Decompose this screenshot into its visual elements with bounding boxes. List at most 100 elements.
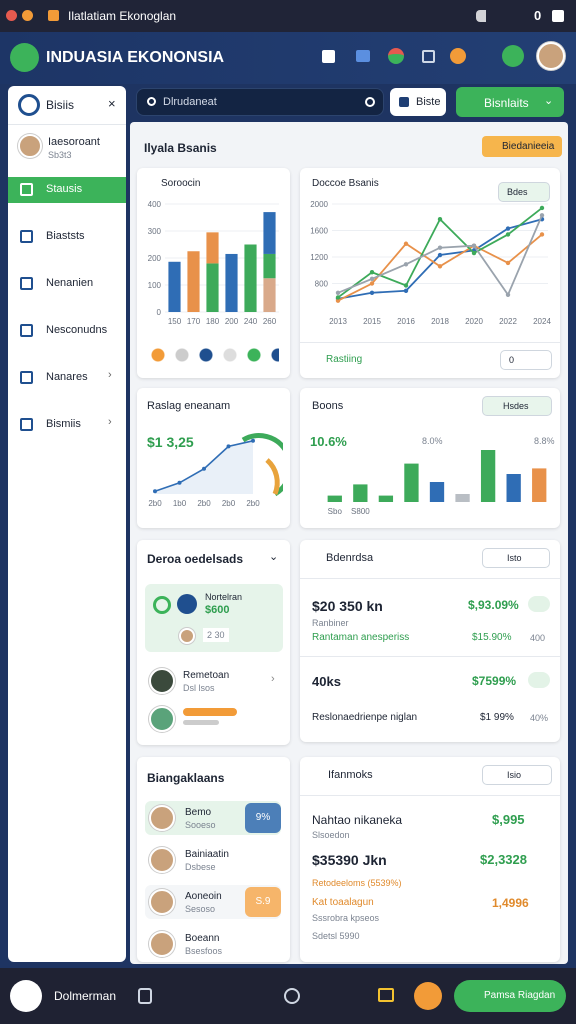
x-tick-label: 2020 — [465, 317, 483, 326]
menu-item: Biaststs — [46, 230, 85, 242]
dropdown[interactable]: Isio — [482, 765, 552, 785]
menu-item: Stausis — [46, 183, 83, 195]
avatar — [149, 805, 175, 831]
search-icon — [365, 97, 375, 107]
icon[interactable] — [284, 988, 300, 1004]
logo — [18, 94, 40, 116]
chip — [528, 672, 550, 688]
y-tick-label: 100 — [148, 281, 162, 290]
os-bar: Ilatlatiam Ekonoglan 0 — [0, 0, 576, 32]
avatar[interactable] — [537, 42, 565, 70]
bar-segment — [263, 212, 276, 254]
icon[interactable] — [322, 50, 335, 63]
icon[interactable] — [378, 988, 394, 1002]
dropdown[interactable]: Bdes — [498, 182, 550, 202]
home-button[interactable] — [10, 980, 42, 1012]
icon[interactable] — [450, 48, 466, 64]
card-title: Boons — [312, 400, 344, 412]
bar — [455, 494, 470, 502]
close[interactable] — [552, 10, 564, 22]
button-label: Bisnlaits — [484, 96, 529, 110]
icon[interactable] — [138, 988, 152, 1004]
profile-name: Iaesoroant — [48, 136, 100, 148]
bar-chart: Sbo S800 — [327, 450, 547, 516]
detail-line-sub: Sssrobra kpseos — [312, 913, 380, 923]
avatar — [179, 628, 195, 644]
card: Soroocin 0 100 200 300 400 150 170 180 200 240 260 — [137, 168, 290, 378]
chip: 2 30 — [203, 628, 229, 642]
menu-icon — [20, 183, 33, 196]
detail-line: Kat toaalagun — [312, 897, 374, 908]
highlight: Nortelran $600 2 30 — [145, 584, 283, 652]
icon[interactable] — [414, 982, 442, 1010]
icon[interactable] — [356, 50, 370, 62]
x-tick-label: 150 — [168, 317, 182, 326]
detail-amount: $35390 Jkn — [312, 852, 387, 868]
point — [403, 241, 409, 246]
search[interactable]: Dlrudaneat — [136, 88, 384, 116]
stat-value: 40ks — [312, 674, 341, 689]
chip: S.9 — [245, 887, 281, 917]
card: Bdenrdsa Isto $20 350 kn $,93.09% Ranbin… — [300, 540, 560, 742]
y-tick-label: 400 — [148, 200, 162, 209]
y-tick-label: 300 — [148, 227, 162, 236]
menu: Stausis Biaststs Nenanien Nesconudns Nanares… — [8, 177, 126, 477]
chevron[interactable]: › — [271, 673, 275, 685]
highlight-value: $600 — [205, 604, 230, 616]
point — [403, 262, 409, 267]
legend-dots — [149, 348, 279, 362]
chip: 9% — [245, 803, 281, 833]
y-tick-label: 200 — [148, 254, 162, 263]
detail-value: $,995 — [492, 812, 525, 827]
icon[interactable] — [388, 48, 404, 64]
chevron: ⌄ — [544, 95, 554, 107]
chevron[interactable]: ⌄ — [269, 551, 279, 563]
stat-sub-value: 40% — [530, 713, 549, 723]
bar — [404, 463, 419, 502]
x-tick-label: 240 — [244, 317, 258, 326]
menu-active — [8, 177, 126, 203]
point — [403, 288, 409, 293]
card-title: Soroocin — [161, 178, 201, 189]
bar — [532, 468, 547, 502]
item-name: Boeann — [185, 933, 220, 944]
point — [335, 298, 341, 303]
profile-sub: Sb3t3 — [48, 150, 72, 160]
bar-segment — [168, 261, 181, 312]
point — [471, 250, 477, 256]
item-name: Aoneoin — [185, 891, 222, 902]
icon[interactable] — [502, 45, 524, 67]
badge[interactable]: Biedanieeia — [482, 136, 563, 157]
divider — [300, 342, 560, 343]
menu-button[interactable] — [10, 43, 39, 72]
app-title: INDUASIA EKONONSIA — [46, 49, 225, 66]
card-title: Bdenrdsa — [326, 552, 374, 564]
line-chart: 800 1200 1600 2000 2013 2015 2016 2018 2020 2022 2… — [310, 200, 551, 326]
x-tick-label: 2022 — [499, 317, 517, 326]
app-icon — [48, 10, 59, 21]
dropdown[interactable]: Isto — [482, 548, 550, 568]
menu-item: Nenanien — [46, 277, 94, 289]
icon[interactable] — [422, 50, 435, 63]
primary-button[interactable]: Bisnlaits ⌄ — [456, 87, 564, 117]
card: Doccoe Bsanis Bdes 800 1200 1600 2000 2013 20… — [300, 168, 560, 378]
button[interactable]: Biste — [390, 88, 446, 116]
pill — [183, 720, 219, 725]
gauge-ring — [265, 458, 280, 495]
primary-button[interactable] — [454, 980, 566, 1012]
divider — [300, 795, 560, 796]
point — [539, 232, 545, 237]
y-tick-label: 800 — [315, 280, 329, 289]
y-tick-label: 1200 — [310, 253, 328, 262]
sidebar-title: Bisiis — [46, 98, 75, 112]
sidebar: Bisiis × Iaesoroant Sb3t3 Stausis Biastst… — [8, 86, 126, 962]
point — [177, 480, 182, 485]
bar-segment — [206, 263, 219, 312]
row-sub: Dsl lsos — [183, 683, 215, 693]
chevron: › — [108, 416, 112, 428]
dropdown[interactable]: 0 — [500, 350, 552, 370]
close-button[interactable]: × — [108, 96, 116, 111]
point — [369, 281, 375, 286]
dropdown[interactable]: Hsdes — [482, 396, 552, 416]
y-tick-label: 1600 — [310, 227, 328, 236]
